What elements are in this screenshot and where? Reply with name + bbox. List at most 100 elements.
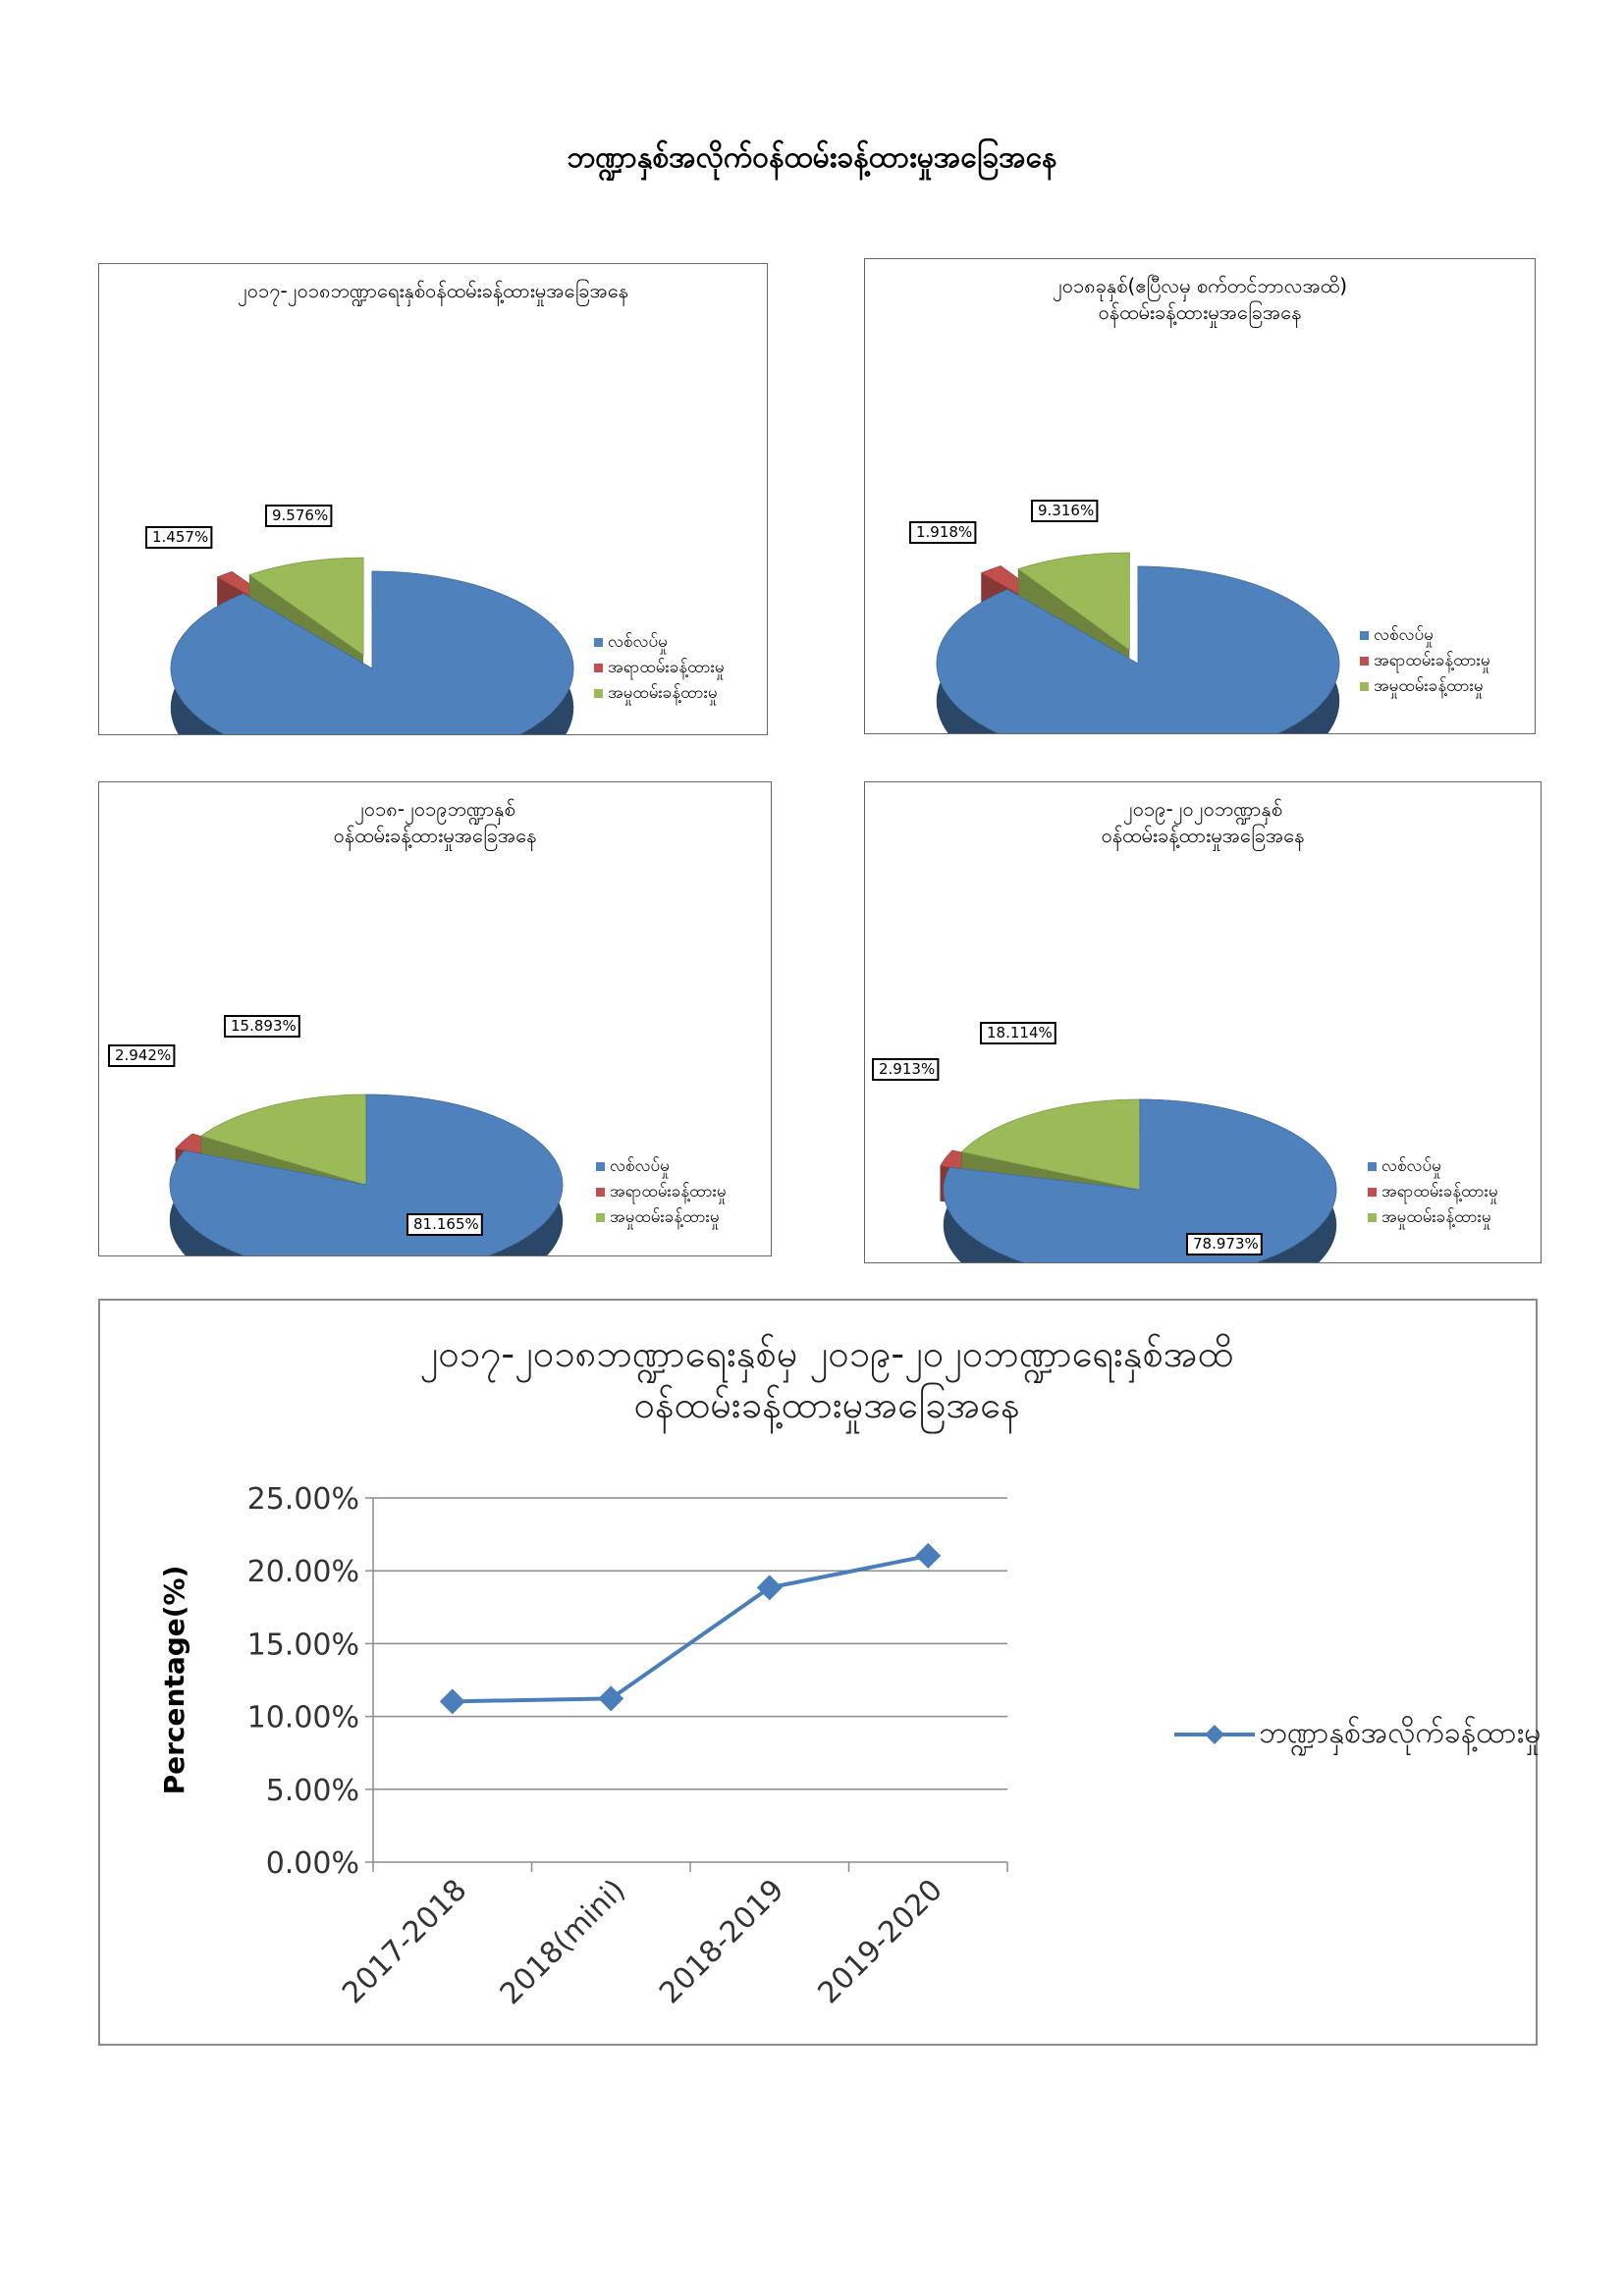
- y-tick-label: 25.00%: [247, 1482, 359, 1517]
- pie-chart: 81.165% 2.942% 15.893%: [108, 1015, 564, 1255]
- y-tick-label: 0.00%: [266, 1846, 359, 1881]
- data-point-3: [756, 1575, 783, 1601]
- legend-label: အမှုထမ်းခန့်ထားမှု: [1381, 1207, 1491, 1227]
- legend-label: လစ်လပ်မှု: [1374, 625, 1434, 645]
- legend-swatch: [1360, 656, 1369, 666]
- legend-item-1: လစ်လပ်မှု: [594, 629, 725, 655]
- legend-swatch: [594, 637, 603, 647]
- svg-text:78.973%: 78.973%: [1193, 1235, 1259, 1253]
- y-tick-label: 5.00%: [266, 1774, 359, 1808]
- legend-swatch: [594, 688, 603, 698]
- pie-chart-title: ၂၀၁၇-၂၀၁၈ဘဏ္ဍာရေးနှစ်ဝန်ထမ်းခန့်ထားမှုအခ…: [99, 278, 767, 304]
- legend-series-name: ဘဏ္ဍာနှစ်အလိုက်ခန့်ထားမှု: [1259, 1716, 1542, 1750]
- legend-label: အမှုထမ်းခန့်ထားမှု: [608, 683, 718, 703]
- line-chart-panel: ၂၀၁၇-၂၀၁၈ဘဏ္ဍာရေးနှစ်မှ ၂၀၁၉-၂၀၂၀ဘဏ္ဍာရေ…: [98, 1299, 1541, 2046]
- pie-data-label-3: 18.114%: [980, 1022, 1056, 1044]
- pie-chart-title: ၂၀၁၈-၂၀၁၉ဘဏ္ဍာနှစ် ဝန်ထမ်းခန့်ထားမှုအခြေအ…: [99, 796, 771, 849]
- pie-chart: 78.973% 2.913% 18.114%: [872, 1022, 1337, 1262]
- pie-legend: လစ်လပ်မှုအရာထမ်းခန့်ထားမှုအမှုထမ်းခန့်ထာ…: [1368, 1153, 1498, 1230]
- legend-item-3: အမှုထမ်းခန့်ထားမှု: [1368, 1204, 1498, 1230]
- legend-item-3: အမှုထမ်းခန့်ထားမှု: [596, 1204, 727, 1230]
- pie-title-line: ၂၀၁၉-၂၀၂၀ဘဏ္ဍာနှစ်: [1122, 797, 1283, 821]
- svg-text:18.114%: 18.114%: [987, 1024, 1053, 1041]
- pie-data-label-3: 9.316%: [1031, 500, 1099, 522]
- legend-swatch: [1368, 1212, 1377, 1222]
- pie-panel-2017-2018: 88.967%1.457%9.576%၂၀၁၇-၂၀၁၈ဘဏ္ဍာရေးနှစ်…: [98, 263, 768, 735]
- pie-title-line: ၂၀၁၇-၂၀၁၈ဘဏ္ဍာရေးနှစ်ဝန်ထမ်းခန့်ထားမှုအခ…: [237, 279, 629, 302]
- svg-text:9.316%: 9.316%: [1038, 502, 1094, 519]
- x-tick-label: 2018-2019: [653, 1873, 790, 2010]
- legend-item-2: အရာထမ်းခန့်ထားမှု: [594, 655, 725, 680]
- legend-swatch: [594, 663, 603, 672]
- legend-item-1: လစ်လပ်မှု: [1360, 622, 1490, 648]
- legend-item-1: လစ်လပ်မှု: [596, 1153, 727, 1179]
- pie-title-line: ဝန်ထမ်းခန့်ထားမှုအခြေအနေ: [333, 824, 537, 847]
- data-point-4: [915, 1542, 942, 1569]
- svg-text:2.913%: 2.913%: [879, 1060, 935, 1078]
- pie-data-label-2: 2.913%: [872, 1058, 940, 1081]
- legend-item-3: အမှုထမ်းခန့်ထားမှု: [1360, 673, 1490, 699]
- pie-panel-2018-mini: 88.766%1.918%9.316%၂၀၁၈ခုနှစ်(ဧပြီလမှ စက…: [864, 258, 1536, 734]
- line-chart: 0.00% 5.00% 10.00% 15.00% 20.00% 25.00% 2017-2…: [158, 1482, 1008, 2011]
- pie-slice-1: [943, 1098, 1337, 1262]
- pie-chart-title: ၂၀၁၉-၂၀၂၀ဘဏ္ဍာနှစ်ဝန်ထမ်းခန့်ထားမှုအခြေအ…: [865, 796, 1541, 849]
- legend-swatch: [596, 1187, 605, 1197]
- legend-label: အရာထမ်းခန့်ထားမှု: [1374, 651, 1490, 670]
- legend-item-2: အရာထမ်းခန့်ထားမှု: [1368, 1179, 1498, 1204]
- pie-chart: 88.766%1.918%9.316%: [909, 500, 1340, 733]
- pie-data-label-2: 1.457%: [145, 526, 213, 549]
- legend-label: လစ်လပ်မှု: [1381, 1156, 1441, 1176]
- y-tick-label: 15.00%: [247, 1628, 359, 1662]
- y-tick-label: 10.00%: [247, 1701, 359, 1735]
- legend-diamond-icon: [1205, 1725, 1224, 1744]
- legend-label: အရာထမ်းခန့်ထားမှု: [610, 1182, 727, 1201]
- pie-legend: လစ်လပ်မှုအရာထမ်းခန့်ထားမှုအမှုထမ်းခန့်ထာ…: [596, 1153, 727, 1230]
- legend-swatch: [1368, 1187, 1377, 1197]
- legend-swatch: [1360, 681, 1369, 691]
- pie-legend: လစ်လပ်မှုအရာထမ်းခန့်ထားမှုအမှုထမ်းခန့်ထာ…: [594, 629, 725, 706]
- legend-swatch: [596, 1212, 605, 1222]
- legend-label: အရာထမ်းခန့်ထားမှု: [608, 658, 725, 677]
- data-point-2: [598, 1685, 624, 1712]
- svg-text:81.165%: 81.165%: [413, 1215, 479, 1233]
- legend-swatch: [1360, 630, 1369, 640]
- pie-slice-1: [936, 565, 1340, 733]
- pie-title-line: ဝန်ထမ်းခန့်ထားမှုအခြေအနေ: [1098, 300, 1302, 324]
- legend-item-1: လစ်လပ်မှု: [1368, 1153, 1498, 1179]
- data-point-1: [439, 1688, 465, 1715]
- legend-label: လစ်လပ်မှု: [608, 632, 668, 652]
- legend-swatch: [596, 1161, 605, 1171]
- pie-title-line: ဝန်ထမ်းခန့်ထားမှုအခြေအနေ: [1101, 824, 1305, 847]
- pie-data-label-3: 15.893%: [224, 1015, 300, 1038]
- legend-item-2: အရာထမ်းခန့်ထားမှု: [1360, 648, 1490, 673]
- pie-data-label-3: 9.576%: [265, 505, 333, 527]
- pie-title-line: ၂၀၁၈ခုနှစ်(ဧပြီလမှ စက်တင်ဘာလအထိ): [1052, 274, 1348, 297]
- x-tick-label: 2017-2018: [336, 1873, 473, 2010]
- pie-panel-2018-2019: 81.165% 2.942% 15.893% ၂၀၁၈-၂၀၁၉ဘဏ္ဍာနှစ် ဝန…: [98, 781, 772, 1256]
- legend-line-marker: [1174, 1725, 1255, 1744]
- svg-text:1.918%: 1.918%: [916, 523, 972, 541]
- pie-panel-2019-2020: 78.973% 2.913% 18.114% ၂၀၁၉-၂၀၂၀ဘဏ္ဍာနှစ်ဝန…: [864, 781, 1542, 1263]
- line-chart-title-line-2: ဝန်ထမ်းခန့်ထားမှုအခြေအနေ: [633, 1383, 1020, 1426]
- line-chart-title: ၂၀၁၇-၂၀၁၈ဘဏ္ဍာရေးနှစ်မှ ၂၀၁၉-၂၀၂၀ဘဏ္ဍာရေ…: [100, 1328, 1553, 1430]
- pie-slice-1: [170, 570, 574, 734]
- svg-text:2.942%: 2.942%: [115, 1046, 171, 1064]
- pie-legend: လစ်လပ်မှုအရာထမ်းခန့်ထားမှုအမှုထမ်းခန့်ထာ…: [1360, 622, 1490, 699]
- legend-label: အမှုထမ်းခန့်ထားမှု: [1374, 676, 1484, 696]
- svg-text:1.457%: 1.457%: [152, 528, 208, 546]
- legend-label: အရာထမ်းခန့်ထားမှု: [1381, 1182, 1498, 1201]
- legend-item-3: အမှုထမ်းခန့်ထားမှု: [594, 680, 725, 706]
- y-axis-label: Percentage(%): [158, 1566, 190, 1795]
- pie-data-label-2: 2.942%: [108, 1044, 176, 1067]
- pie-data-label-1: 78.973%: [1186, 1233, 1263, 1255]
- line-chart-title-line-1: ၂၀၁၇-၂၀၁၈ဘဏ္ဍာရေးနှစ်မှ ၂၀၁၉-၂၀၂၀ဘဏ္ဍာရေ…: [419, 1332, 1234, 1375]
- series-line: [452, 1553, 929, 1704]
- pie-slice-1: [169, 1094, 564, 1255]
- pie-data-label-2: 1.918%: [909, 521, 977, 544]
- x-tick-label: 2019-2020: [812, 1873, 949, 2010]
- legend-item-2: အရာထမ်းခန့်ထားမှု: [596, 1179, 727, 1204]
- pie-chart-title: ၂၀၁၈ခုနှစ်(ဧပြီလမှ စက်တင်ဘာလအထိ) ဝန်ထမ်းခ…: [865, 273, 1535, 326]
- pie-data-label-1: 81.165%: [406, 1213, 483, 1236]
- y-tick-label: 20.00%: [247, 1555, 359, 1589]
- x-tick-label: 2018(mini): [494, 1873, 632, 2011]
